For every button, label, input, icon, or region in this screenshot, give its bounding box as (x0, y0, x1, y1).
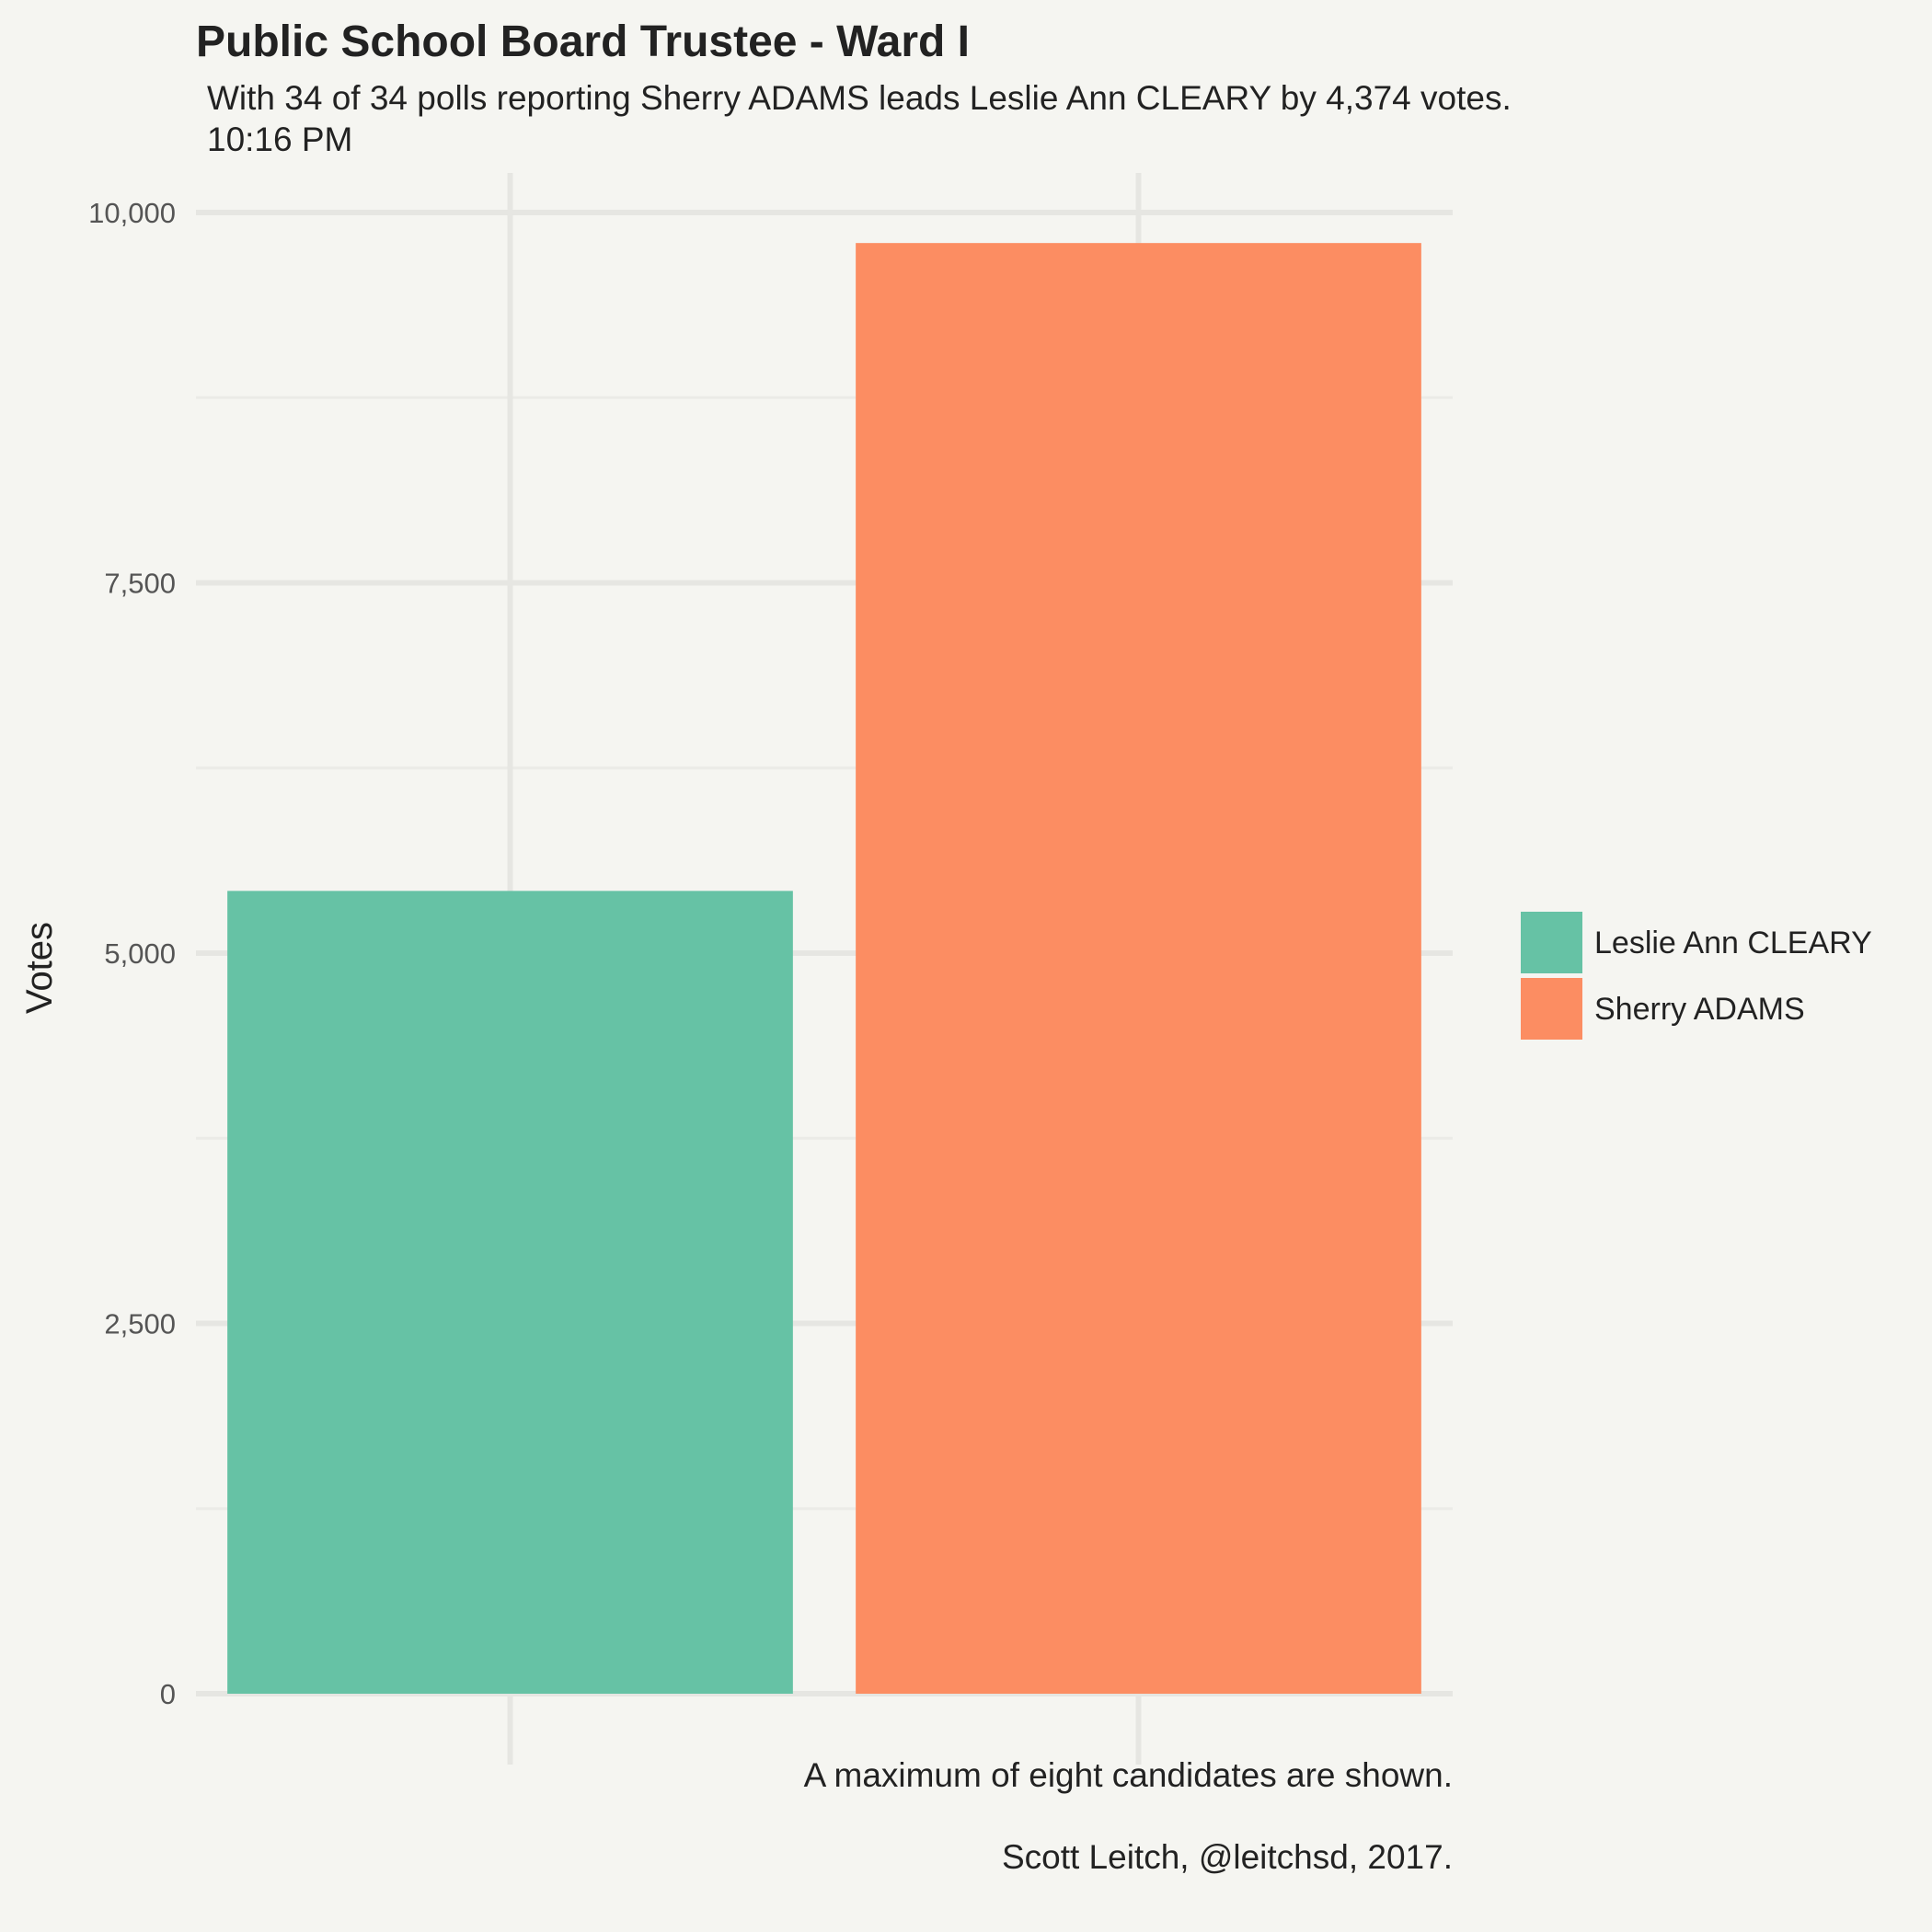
y-tick-label: 2,500 (104, 1308, 176, 1340)
legend-swatch (1521, 912, 1582, 973)
legend: Leslie Ann CLEARY Sherry ADAMS (1521, 912, 1872, 1040)
y-axis-label: Votes (19, 922, 60, 1014)
chart-subtitle-line-1: With 34 of 34 polls reporting Sherry ADA… (207, 79, 1512, 117)
y-axis-ticks: 0 2,500 5,000 7,500 10,000 (88, 197, 176, 1710)
bars (227, 243, 1421, 1694)
bar-sherry-adams (856, 243, 1421, 1694)
legend-label: Sherry ADAMS (1594, 992, 1805, 1027)
y-tick-label: 7,500 (104, 568, 176, 600)
legend-swatch (1521, 978, 1582, 1040)
y-tick-label: 10,000 (88, 197, 176, 229)
chart-subtitle-line-2: 10:16 PM (207, 121, 352, 158)
chart-title: Public School Board Trustee - Ward I (196, 17, 970, 66)
bar-leslie-ann-cleary (227, 891, 793, 1694)
y-tick-label: 0 (160, 1678, 176, 1710)
legend-label: Leslie Ann CLEARY (1594, 926, 1872, 960)
caption-credit: Scott Leitch, @leitchsd, 2017. (1002, 1838, 1453, 1876)
y-tick-label: 5,000 (104, 937, 176, 970)
caption-note: A maximum of eight candidates are shown. (804, 1756, 1453, 1794)
